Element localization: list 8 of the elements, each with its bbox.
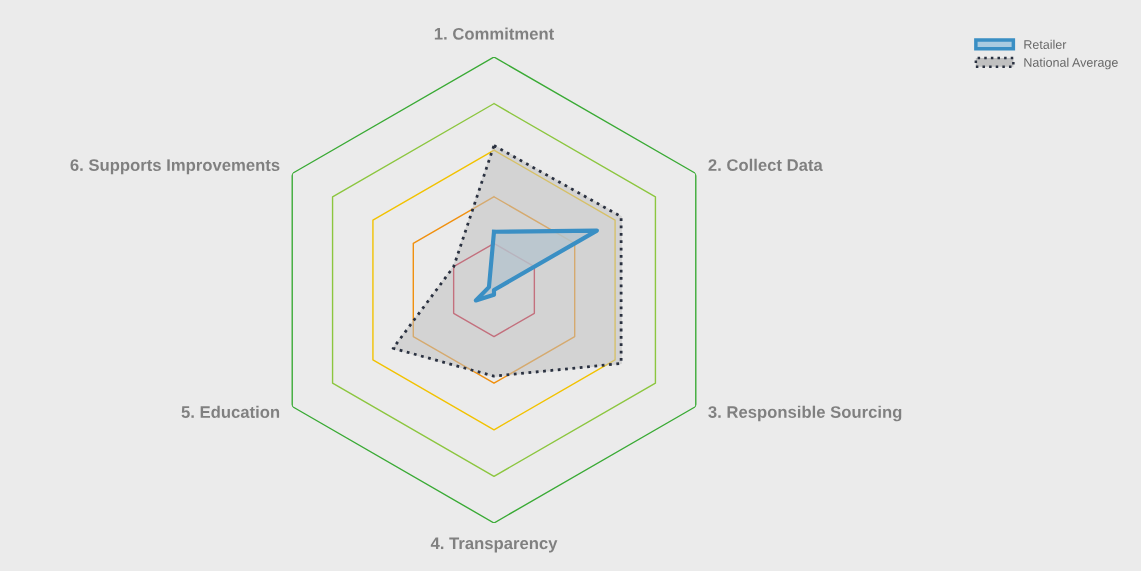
spoke-label: 3. Responsible Sourcing	[708, 405, 902, 422]
spoke-label: 4. Transparency	[430, 537, 558, 553]
spoke-label: 5. Education	[181, 405, 280, 418]
legend-label: Retailer	[1024, 39, 1067, 49]
spoke-label: 1. Commitment	[434, 27, 554, 40]
spoke-label: 2. Collect Data	[708, 158, 823, 171]
legend-label: National Average	[1024, 57, 1118, 70]
spoke-label: 6. Supports Improvements	[70, 159, 280, 175]
